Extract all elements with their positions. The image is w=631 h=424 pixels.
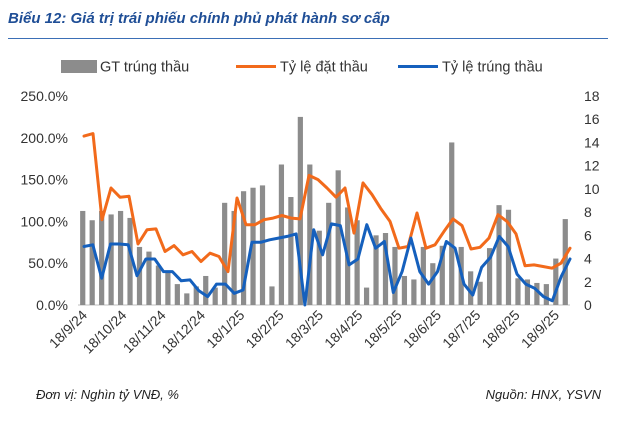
bar <box>505 209 512 305</box>
bar <box>278 164 285 305</box>
bar <box>534 282 540 305</box>
x-axis-tick-label: 18/5/25 <box>360 307 404 351</box>
chart: GT trúng thầu Tỷ lệ đặt thầu Tỷ lệ trúng… <box>21 60 600 357</box>
left-axis-tick-label: 200.0% <box>21 130 68 146</box>
legend-label-bid: Tỷ lệ đặt thầu <box>280 60 368 76</box>
bar <box>468 271 474 305</box>
bar <box>496 205 502 305</box>
right-axis-tick-label: 2 <box>584 274 592 290</box>
bar <box>449 142 455 305</box>
bar <box>354 220 360 305</box>
x-axis-tick-label: 18/9/25 <box>518 307 562 351</box>
x-axis-tick-label: 18/8/25 <box>478 307 522 351</box>
bar <box>543 284 549 305</box>
win-ratio-line <box>82 222 572 307</box>
x-axis-tick-label: 18/7/25 <box>439 307 483 351</box>
bar <box>269 286 275 305</box>
bar <box>477 281 483 305</box>
bar <box>80 210 86 305</box>
chart-title: Biểu 12: Giá trị trái phiếu chính phủ ph… <box>8 10 390 27</box>
right-axis-tick-label: 12 <box>584 158 600 174</box>
bar <box>288 197 294 305</box>
left-axis-tick-label: 250.0% <box>21 88 68 104</box>
bar <box>259 185 266 305</box>
bar <box>203 275 209 305</box>
bar <box>326 202 332 305</box>
line-series <box>82 132 572 307</box>
legend-swatch-gt <box>61 60 97 73</box>
bar <box>99 210 105 305</box>
bar <box>392 246 398 305</box>
bar <box>411 279 417 305</box>
right-axis-tick-label: 16 <box>584 111 600 127</box>
bar <box>373 235 379 305</box>
legend-label-win: Tỷ lệ trúng thầu <box>442 60 543 76</box>
right-axis-tick-label: 14 <box>584 134 600 150</box>
bid-ratio-line <box>82 132 572 274</box>
bar <box>486 248 493 305</box>
right-axis-tick-label: 6 <box>584 227 592 243</box>
bar <box>222 202 228 305</box>
x-axis-tick-label: 18/12/24 <box>158 307 208 357</box>
bar <box>108 214 114 305</box>
right-axis-tick-label: 4 <box>584 251 592 267</box>
bar <box>212 287 218 305</box>
unit-note: Đơn vị: Nghìn tỷ VNĐ, % <box>36 387 179 402</box>
bar <box>307 164 313 305</box>
left-axis-tick-label: 100.0% <box>21 213 68 229</box>
bar <box>401 275 408 305</box>
bar <box>193 286 199 305</box>
x-axis-tick-label: 18/1/25 <box>203 307 247 351</box>
bar <box>430 263 436 305</box>
bar <box>439 245 445 305</box>
x-axis-tick-label: 18/3/25 <box>282 307 326 351</box>
left-axis-tick-label: 150.0% <box>21 172 68 188</box>
bar <box>165 272 171 305</box>
x-axis-tick-label: 18/6/25 <box>400 307 444 351</box>
bar <box>155 265 162 305</box>
bar <box>553 258 559 305</box>
bar <box>146 251 152 305</box>
left-axis-tick-label: 0.0% <box>36 297 68 313</box>
bar <box>240 191 247 305</box>
x-axis-tick-label: 18/10/24 <box>80 307 130 357</box>
bar-series <box>80 116 568 306</box>
right-axis-tick-label: 18 <box>584 88 600 104</box>
bar <box>363 287 370 305</box>
bar <box>515 278 521 305</box>
bar <box>136 246 143 305</box>
bar <box>524 279 531 305</box>
right-axis-tick-label: 0 <box>584 297 592 313</box>
bar <box>335 170 341 305</box>
bar <box>562 219 568 305</box>
bar <box>184 293 190 305</box>
bar <box>127 217 133 305</box>
x-axis-tick-label: 18/4/25 <box>321 307 365 351</box>
bar <box>174 284 180 305</box>
legend: GT trúng thầu Tỷ lệ đặt thầu Tỷ lệ trúng… <box>61 60 543 76</box>
bar <box>89 220 95 305</box>
bar <box>382 233 389 305</box>
right-axis-tick-label: 10 <box>584 181 600 197</box>
source-note: Nguồn: HNX, YSVN <box>485 387 601 402</box>
bar <box>117 210 124 305</box>
x-axis-tick-label: 18/2/25 <box>242 307 286 351</box>
left-axis-tick-label: 50.0% <box>28 255 68 271</box>
bar <box>231 210 237 305</box>
right-axis-tick-label: 8 <box>584 204 592 220</box>
title-divider <box>8 38 608 39</box>
bar <box>316 230 322 305</box>
bar <box>250 187 256 305</box>
legend-label-gt: GT trúng thầu <box>100 60 189 76</box>
